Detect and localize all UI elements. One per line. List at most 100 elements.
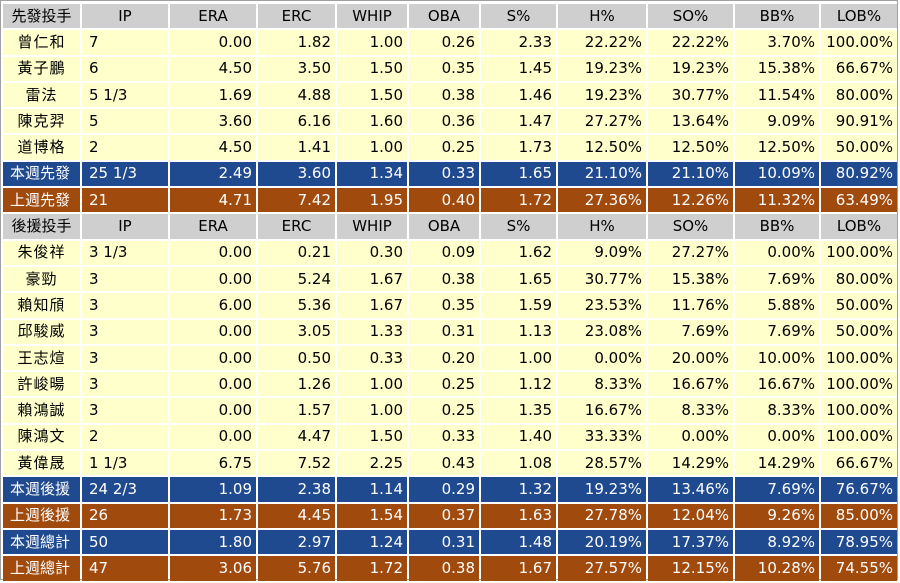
cell-bb-pct: 10.09% (735, 161, 819, 187)
cell-bb-pct: 10.00% (735, 345, 819, 371)
cell-ip: 3 (82, 345, 168, 371)
cell-name: 曾仁和 (3, 30, 80, 55)
cell-ip: 47 (82, 556, 168, 581)
cell-era: 6.00 (170, 293, 256, 318)
cell-whip: 1.67 (337, 293, 407, 318)
cell-oba: 0.29 (409, 477, 479, 502)
cell-era: 1.09 (170, 477, 256, 502)
cell-bb-pct: 16.67% (735, 372, 819, 397)
cell-lob-pct: 74.55% (821, 556, 897, 581)
cell-so-pct: 12.04% (648, 503, 733, 528)
cell-oba: 0.35 (409, 56, 479, 81)
cell-name: 本週先發 (3, 161, 80, 187)
cell-oba: 0.35 (409, 293, 479, 318)
cell-whip: 1.95 (337, 188, 407, 213)
cell-whip: 1.54 (337, 503, 407, 528)
cell-h-pct: 27.57% (558, 556, 646, 581)
reliever-row: 王志煊 3 0.00 0.50 0.33 0.20 1.00 0.00% 20.00% 10.00… (3, 345, 897, 371)
cell-era: 0.00 (170, 266, 256, 292)
cell-so-pct: 12.26% (648, 188, 733, 213)
header-erc: ERC (258, 214, 335, 239)
cell-erc: 3.50 (258, 56, 335, 81)
cell-whip: 1.14 (337, 477, 407, 502)
cell-lob-pct: 85.00% (821, 503, 897, 528)
cell-ip: 3 (82, 398, 168, 423)
cell-s-pct: 1.63 (481, 503, 556, 528)
cell-ip: 3 (82, 372, 168, 397)
cell-era: 0.00 (170, 372, 256, 397)
cell-whip: 1.50 (337, 82, 407, 108)
cell-so-pct: 17.37% (648, 529, 733, 555)
cell-oba: 0.09 (409, 240, 479, 265)
cell-erc: 1.57 (258, 398, 335, 423)
cell-erc: 4.47 (258, 424, 335, 450)
cell-era: 2.49 (170, 161, 256, 187)
cell-h-pct: 22.22% (558, 30, 646, 55)
cell-ip: 25 1/3 (82, 161, 168, 187)
header-s-pct: S% (481, 4, 556, 29)
cell-s-pct: 1.32 (481, 477, 556, 502)
cell-h-pct: 9.09% (558, 240, 646, 265)
cell-s-pct: 1.47 (481, 109, 556, 134)
reliever-row: 邱駿威 3 0.00 3.05 1.33 0.31 1.13 23.08% 7.69% 7.69%… (3, 319, 897, 344)
cell-erc: 0.50 (258, 345, 335, 371)
header-s-pct: S% (481, 214, 556, 239)
starter-row: 雷法 5 1/3 1.69 4.88 1.50 0.38 1.46 19.23% 30.77% 1… (3, 82, 897, 108)
header-whip: WHIP (337, 214, 407, 239)
cell-oba: 0.31 (409, 319, 479, 344)
header-whip: WHIP (337, 4, 407, 29)
cell-name: 上週先發 (3, 188, 80, 213)
cell-era: 0.00 (170, 398, 256, 423)
cell-oba: 0.38 (409, 556, 479, 581)
cell-whip: 0.33 (337, 345, 407, 371)
cell-h-pct: 20.19% (558, 529, 646, 555)
cell-ip: 1 1/3 (82, 451, 168, 476)
cell-bb-pct: 9.09% (735, 109, 819, 134)
cell-oba: 0.33 (409, 424, 479, 450)
reliever-row: 朱俊祥 3 1/3 0.00 0.21 0.30 0.09 1.62 9.09% 27.27% 0… (3, 240, 897, 265)
cell-erc: 1.82 (258, 30, 335, 55)
cell-so-pct: 11.76% (648, 293, 733, 318)
header-ip: IP (82, 214, 168, 239)
cell-era: 0.00 (170, 319, 256, 344)
cell-whip: 2.25 (337, 451, 407, 476)
cell-ip: 3 1/3 (82, 240, 168, 265)
cell-ip: 6 (82, 56, 168, 81)
cell-lob-pct: 50.00% (821, 135, 897, 160)
cell-oba: 0.38 (409, 82, 479, 108)
cell-bb-pct: 12.50% (735, 135, 819, 160)
cell-bb-pct: 8.33% (735, 398, 819, 423)
cell-erc: 3.05 (258, 319, 335, 344)
cell-s-pct: 1.35 (481, 398, 556, 423)
cell-h-pct: 30.77% (558, 266, 646, 292)
cell-bb-pct: 11.54% (735, 82, 819, 108)
cell-h-pct: 27.78% (558, 503, 646, 528)
cell-so-pct: 13.46% (648, 477, 733, 502)
cell-so-pct: 20.00% (648, 345, 733, 371)
starter-row: 陳克羿 5 3.60 6.16 1.60 0.36 1.47 27.27% 13.64% 9.09… (3, 109, 897, 134)
cell-name: 上週總計 (3, 556, 80, 581)
cell-whip: 1.00 (337, 398, 407, 423)
cell-name: 雷法 (3, 82, 80, 108)
cell-whip: 1.00 (337, 372, 407, 397)
cell-h-pct: 12.50% (558, 135, 646, 160)
cell-erc: 4.45 (258, 503, 335, 528)
cell-oba: 0.31 (409, 529, 479, 555)
cell-name: 黃子鵬 (3, 56, 80, 81)
cell-whip: 1.50 (337, 424, 407, 450)
cell-era: 1.69 (170, 82, 256, 108)
cell-oba: 0.26 (409, 30, 479, 55)
cell-so-pct: 14.29% (648, 451, 733, 476)
cell-bb-pct: 14.29% (735, 451, 819, 476)
header-ip: IP (82, 4, 168, 29)
cell-so-pct: 16.67% (648, 372, 733, 397)
cell-s-pct: 1.40 (481, 424, 556, 450)
cell-s-pct: 1.13 (481, 319, 556, 344)
cell-name: 陳克羿 (3, 109, 80, 134)
cell-name: 賴知頎 (3, 293, 80, 318)
cell-so-pct: 22.22% (648, 30, 733, 55)
cell-h-pct: 21.10% (558, 161, 646, 187)
cell-erc: 5.24 (258, 266, 335, 292)
cell-oba: 0.36 (409, 109, 479, 134)
